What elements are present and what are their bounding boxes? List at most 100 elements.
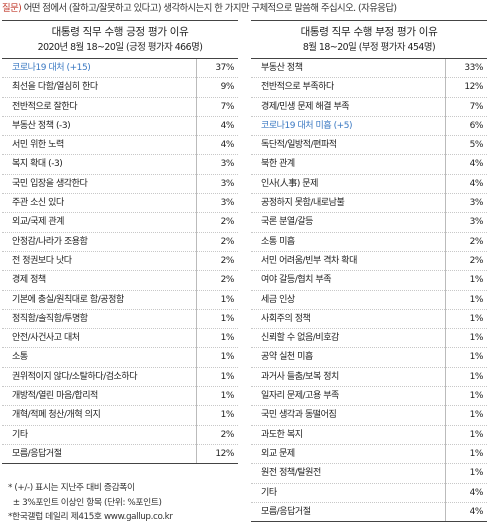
negative-table-row: 외교 문제 1%: [251, 445, 487, 465]
positive-table-row: 전반적으로 잘한다 7%: [2, 98, 238, 117]
negative-table-row: 부동산 정책 33%: [251, 59, 487, 79]
reason-label: 인사(人事) 문제: [261, 178, 318, 189]
reason-percent: 5%: [469, 140, 484, 151]
reason-label: 일자리 문제/고용 부족: [261, 391, 339, 402]
positive-table-subtitle: 2020년 8월 18~20일 (긍정 평가자 466명): [37, 42, 203, 53]
reason-percent: 1%: [220, 352, 235, 363]
reason-label: 외교/국제 관계: [12, 217, 64, 228]
reason-percent: 1%: [220, 294, 235, 305]
reason-label: 개방적/열린 마음/합리적: [12, 391, 98, 402]
negative-table-row: 일자리 문제/고용 부족 1%: [251, 387, 487, 407]
negative-table-row: 서민 어려움/빈부 격차 확대 2%: [251, 252, 487, 272]
negative-table-row: 기타 4%: [251, 484, 487, 503]
reason-label: 전반적으로 잘한다: [12, 101, 78, 112]
reason-percent: 1%: [469, 352, 484, 363]
reason-label: 개혁/적폐 청산/개혁 의지: [12, 410, 101, 421]
reason-label: 복지 확대 (-3): [12, 159, 63, 170]
reason-percent: 1%: [220, 333, 235, 344]
reason-percent: 1%: [469, 275, 484, 286]
negative-table-row: 인사(人事) 문제 4%: [251, 175, 487, 195]
positive-table-title: 대통령 직무 수행 긍정 평가 이유: [51, 26, 189, 38]
positive-table-row: 소통 1%: [2, 348, 238, 368]
reason-percent: 4%: [469, 487, 484, 498]
reason-percent: 7%: [220, 101, 235, 112]
reason-percent: 1%: [469, 313, 484, 324]
negative-table-row: 사회주의 정책 1%: [251, 310, 487, 330]
negative-table-row: 과거사 들춤/보복 정치 1%: [251, 368, 487, 388]
reason-label: 모름/응답거절: [261, 506, 311, 517]
reason-percent: 1%: [469, 371, 484, 382]
reason-label: 정직함/솔직함/투명함: [12, 313, 88, 324]
reason-label: 여야 갈등/협치 부족: [261, 275, 332, 286]
negative-table-body: 부동산 정책 33% 전반적으로 부족하다 12% 경제/민생 문제 해결 부족 7% 코로…: [251, 59, 487, 523]
footnotes: * (+/-) 표시는 지난주 대비 증감폭이 ± 3%포인트 이상인 항목 (…: [8, 481, 173, 525]
reason-percent: 3%: [220, 159, 235, 170]
positive-reasons-table: 대통령 직무 수행 긍정 평가 이유 2020년 8월 18~20일 (긍정 평…: [2, 20, 238, 465]
reason-label: 세금 인상: [261, 294, 295, 305]
reason-label: 신뢰할 수 없음/비호감: [261, 333, 339, 344]
reason-label: 기타: [12, 429, 28, 440]
reason-label: 원전 정책/탈원전: [261, 468, 321, 479]
reason-percent: 1%: [469, 468, 484, 479]
reason-percent: 4%: [220, 140, 235, 151]
negative-table-header: 대통령 직무 수행 부정 평가 이유 8월 18~20일 (부정 평가자 454…: [251, 20, 487, 59]
reason-label: 서민 어려움/빈부 격차 확대: [261, 255, 357, 266]
reason-label: 주관 소신 있다: [12, 198, 64, 209]
negative-reasons-table: 대통령 직무 수행 부정 평가 이유 8월 18~20일 (부정 평가자 454…: [251, 20, 487, 523]
negative-table-title: 대통령 직무 수행 부정 평가 이유: [300, 26, 438, 38]
negative-table-row: 소통 미흡 2%: [251, 233, 487, 252]
reason-label: 기본에 충실/원칙대로 함/공정함: [12, 294, 124, 305]
reason-percent: 1%: [220, 410, 235, 421]
reason-label: 경제 정책: [12, 275, 46, 286]
negative-table-row: 공약 실천 미흡 1%: [251, 348, 487, 368]
reason-label: 기타: [261, 487, 277, 498]
reason-percent: 1%: [220, 371, 235, 382]
reason-label: 전 정권보다 낫다: [12, 255, 72, 266]
footnote-line: * (+/-) 표시는 지난주 대비 증감폭이: [8, 483, 135, 493]
positive-table-row: 개방적/열린 마음/합리적 1%: [2, 387, 238, 407]
negative-table-row: 공정하지 못함/내로남불 3%: [251, 194, 487, 214]
positive-table-body: 코로나19 대처 (+15) 37% 최선을 다함/열심히 한다 9% 전반적으로 잘한…: [2, 59, 238, 465]
reason-label: 독단적/일방적/편파적: [261, 140, 337, 151]
negative-table-row: 코로나19 대처 미흡 (+5) 6%: [251, 117, 487, 137]
reason-percent: 1%: [469, 391, 484, 402]
reason-percent: 33%: [464, 63, 483, 73]
reason-label: 소통 미흡: [261, 236, 295, 247]
reason-percent: 4%: [469, 178, 484, 189]
reason-percent: 2%: [469, 236, 484, 247]
reason-label: 코로나19 대처 (+15): [12, 63, 91, 73]
reason-percent: 2%: [220, 217, 235, 228]
negative-table-row: 북한 관계 4%: [251, 155, 487, 175]
reason-percent: 2%: [220, 275, 235, 286]
question-body: 어떤 점에서 (잘하고/잘못하고 있다고) 생각하시는지 한 가지만 구체적으로…: [21, 3, 397, 14]
reason-percent: 3%: [220, 178, 235, 189]
reason-label: 소통: [12, 352, 28, 363]
positive-table-header: 대통령 직무 수행 긍정 평가 이유 2020년 8월 18~20일 (긍정 평…: [2, 20, 238, 59]
reason-label: 권위적이지 않다/소탈하다/검소하다: [12, 371, 138, 382]
positive-table-row: 개혁/적폐 청산/개혁 의지 1%: [2, 406, 238, 426]
positive-table-row: 부동산 정책 (-3) 4%: [2, 117, 238, 137]
reason-label: 부동산 정책: [261, 63, 303, 73]
positive-table-row: 주관 소신 있다 3%: [2, 194, 238, 214]
reason-percent: 12%: [215, 448, 234, 459]
positive-table-row: 권위적이지 않다/소탈하다/검소하다 1%: [2, 368, 238, 388]
reason-percent: 1%: [220, 391, 235, 402]
reason-percent: 3%: [469, 198, 484, 209]
reason-percent: 4%: [220, 120, 235, 131]
footnote-line: *한국갤럽 데일리 제415호 www.gallup.co.kr: [8, 512, 173, 522]
negative-table-row: 모름/응답거절 4%: [251, 503, 487, 523]
reason-label: 부동산 정책 (-3): [12, 120, 71, 131]
positive-table-row: 기본에 충실/원칙대로 함/공정함 1%: [2, 291, 238, 310]
reason-label: 서민 위한 노력: [12, 140, 64, 151]
positive-table-row: 안전/사건사고 대처 1%: [2, 329, 238, 349]
reason-label: 과도한 복지: [261, 429, 303, 440]
reason-label: 외교 문제: [261, 448, 295, 459]
reason-label: 모름/응답거절: [12, 448, 62, 459]
reason-percent: 2%: [220, 236, 235, 247]
negative-table-row: 경제/민생 문제 해결 부족 7%: [251, 98, 487, 117]
reason-label: 국민 생각과 동떨어짐: [261, 410, 337, 421]
reason-label: 안정감/나라가 조용함: [12, 236, 88, 247]
reason-percent: 1%: [469, 294, 484, 305]
reason-percent: 3%: [469, 217, 484, 228]
reason-percent: 1%: [469, 448, 484, 459]
